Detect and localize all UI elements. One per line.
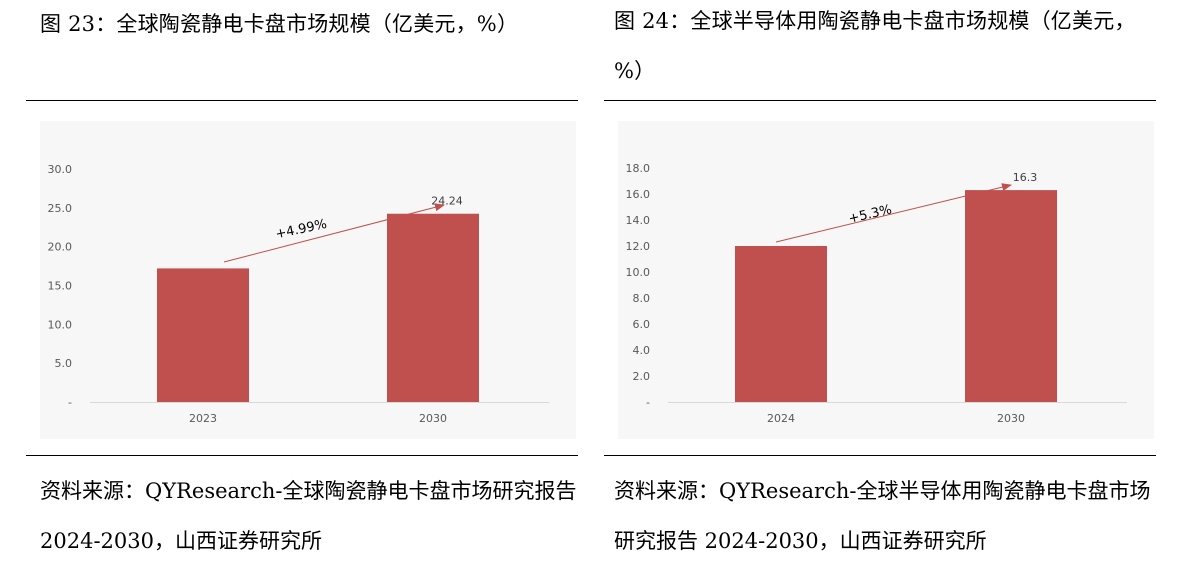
y-tick-label: 2.0 (633, 370, 651, 383)
y-tick-label: 4.0 (633, 344, 651, 357)
y-tick-label: - (646, 396, 650, 409)
growth-annotation: +4.99% (274, 217, 328, 243)
x-tick-label: 2024 (767, 412, 795, 425)
y-tick-label: 15.0 (48, 280, 73, 293)
growth-arrow (223, 203, 445, 263)
x-tick-label: 2030 (997, 412, 1025, 425)
y-tick-label: 30.0 (48, 163, 73, 176)
chart-area: - 5.0 10.0 15.0 20.0 25.0 30.0 2023 24.24 2030 +4.… (40, 121, 576, 439)
figure-title: 图 24：全球半导体用陶瓷静电卡盘市场规模（亿美元，%） (614, 9, 1136, 83)
data-label: 24.24 (431, 195, 463, 208)
y-tick-label: 25.0 (48, 202, 73, 215)
y-tick-label: 6.0 (633, 318, 651, 331)
chart-panel-2: 图 24：全球半导体用陶瓷静电卡盘市场规模（亿美元，%） - 2.0 4.0 6.0 8… (604, 0, 1156, 554)
y-tick-label: 16.0 (626, 188, 651, 201)
growth-arrow (775, 183, 1012, 243)
source-rule (26, 455, 578, 456)
bar-chart: - 2.0 4.0 6.0 8.0 10.0 12.0 14.0 16.0 18.0 2024 16.… (626, 162, 1127, 425)
source-rule (604, 455, 1156, 456)
bar (157, 268, 249, 402)
chart-panel-1: 图 23：全球陶瓷静电卡盘市场规模（亿美元，%） - 5.0 10.0 15.0 20.… (26, 0, 578, 554)
bar (387, 213, 479, 402)
data-label: 16.3 (1013, 171, 1038, 184)
y-tick-label: 12.0 (626, 240, 651, 253)
y-tick-label: 18.0 (626, 162, 651, 175)
title-rule (604, 100, 1156, 101)
y-tick-label: 14.0 (626, 214, 651, 227)
bar (735, 246, 827, 402)
bar (965, 190, 1057, 402)
figure-title: 图 23：全球陶瓷静电卡盘市场规模（亿美元，%） (40, 12, 519, 36)
title-rule (26, 100, 578, 101)
y-tick-label: 10.0 (626, 266, 651, 279)
source-note: 资料来源：QYResearch-全球陶瓷静电卡盘市场研究报告 2024-2030… (40, 479, 577, 553)
growth-annotation: +5.3% (847, 202, 893, 226)
x-tick-label: 2023 (189, 412, 217, 425)
y-tick-label: 8.0 (633, 292, 651, 305)
x-tick-label: 2030 (419, 412, 447, 425)
y-tick-label: 5.0 (55, 357, 73, 370)
bar-chart: - 5.0 10.0 15.0 20.0 25.0 30.0 2023 24.24 2030 +4.… (48, 163, 549, 425)
y-tick-label: 10.0 (48, 318, 73, 331)
y-tick-label: 20.0 (48, 241, 73, 254)
chart-area: - 2.0 4.0 6.0 8.0 10.0 12.0 14.0 16.0 18.0 2024 16.… (618, 121, 1154, 439)
source-note: 资料来源：QYResearch-全球半导体用陶瓷静电卡盘市场研究报告 2024-… (614, 479, 1151, 553)
y-tick-label: - (68, 396, 72, 409)
